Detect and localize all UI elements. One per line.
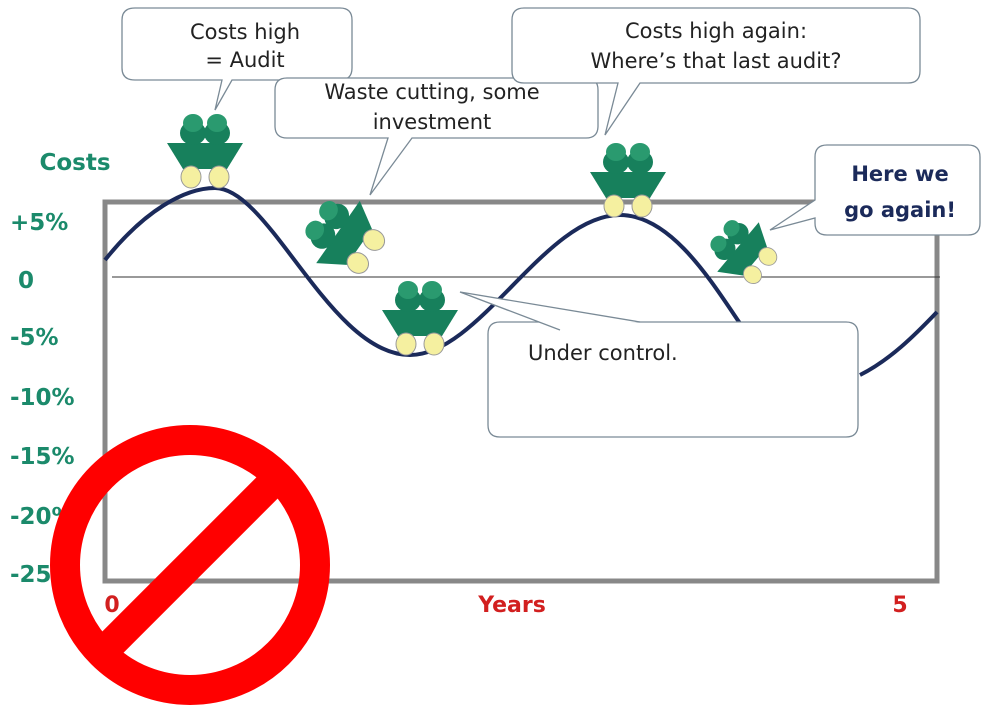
y-tick-label: +5% bbox=[10, 210, 68, 236]
callout-text: investment bbox=[373, 110, 492, 134]
x-title: Years bbox=[477, 593, 546, 618]
no-sign-bar bbox=[91, 466, 289, 664]
turtle bbox=[166, 113, 244, 189]
callout-box bbox=[487, 321, 859, 438]
callout-text: Under control. bbox=[528, 341, 678, 365]
callout-box bbox=[274, 77, 599, 196]
y-tick-label: -15% bbox=[10, 444, 75, 470]
x-end: 5 bbox=[892, 593, 907, 618]
callout-text: = Audit bbox=[205, 48, 284, 72]
cost-curve bbox=[103, 185, 772, 362]
callout-text: Here we bbox=[851, 162, 948, 186]
no-sign bbox=[50, 425, 330, 705]
plot-frame bbox=[102, 199, 940, 584]
callout-text: Costs high again: bbox=[625, 19, 807, 43]
callout-box bbox=[511, 7, 921, 136]
y-axis-title: Costs bbox=[39, 150, 110, 176]
y-tick-label: -5% bbox=[10, 325, 59, 351]
y-tick-label: 0 bbox=[18, 268, 34, 294]
callout-text: go again! bbox=[844, 198, 956, 222]
callout-tail bbox=[459, 291, 641, 331]
callout-box bbox=[121, 7, 353, 111]
callout-text: Costs high bbox=[190, 20, 300, 44]
x-start: 0 bbox=[104, 593, 119, 618]
callout-text: Waste cutting, some bbox=[324, 80, 539, 104]
cost-curve bbox=[859, 310, 939, 377]
callout-box bbox=[769, 144, 981, 236]
callout-text: Where’s that last audit? bbox=[591, 49, 842, 73]
y-tick-label: -10% bbox=[10, 385, 75, 411]
turtle bbox=[589, 142, 667, 218]
